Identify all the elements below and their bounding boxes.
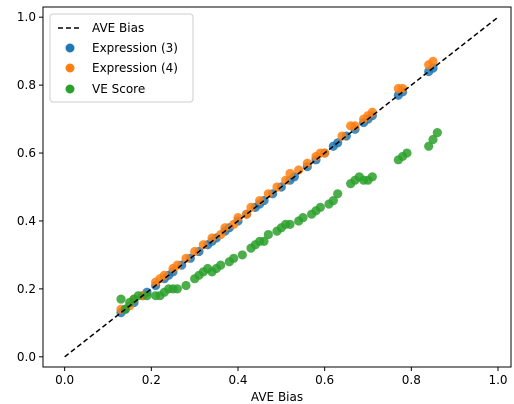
point-expression-4 — [285, 168, 295, 179]
legend-marker-expression-4 — [65, 63, 75, 73]
point-expression-4 — [233, 212, 243, 223]
point-ve-score — [424, 141, 434, 151]
point-ve-score — [328, 195, 338, 206]
y-tick-label: 0.8 — [17, 78, 36, 92]
point-ve-score — [333, 189, 343, 199]
point-ve-score — [216, 260, 226, 270]
point-ve-score — [263, 229, 273, 240]
x-tick-label: 0.2 — [142, 373, 161, 387]
point-ve-score — [237, 250, 247, 260]
y-tick-label: 1.0 — [17, 10, 36, 24]
point-expression-4 — [263, 189, 273, 199]
point-ve-score — [116, 294, 126, 304]
point-ve-score — [259, 236, 269, 246]
point-ve-score — [229, 253, 239, 263]
legend-marker-ve-score — [65, 84, 75, 94]
point-expression-4 — [246, 202, 256, 212]
point-ve-score — [298, 212, 308, 223]
x-tick-label: 0.4 — [228, 373, 247, 387]
point-ve-score — [428, 134, 438, 145]
point-expression-4 — [190, 246, 200, 257]
x-tick-label: 1.0 — [488, 373, 507, 387]
x-tick-label: 0.6 — [315, 373, 334, 387]
legend-label-expression-4: Expression (4) — [92, 61, 178, 75]
y-tick-label: 0.4 — [17, 214, 36, 228]
reference-line-ave-bias — [64, 16, 499, 358]
y-tick-label: 0.2 — [17, 282, 36, 296]
plot-frame — [42, 6, 512, 368]
point-ve-score — [402, 148, 412, 158]
legend-label-expression-3: Expression (3) — [92, 41, 178, 55]
point-expression-4 — [428, 56, 438, 66]
point-ve-score — [142, 291, 152, 301]
point-ve-score — [285, 219, 295, 229]
point-expression-4 — [207, 233, 217, 243]
point-ve-score — [172, 284, 182, 294]
legend: AVE Bias Expression (3) Expression (4) V… — [49, 13, 194, 103]
point-ve-score — [181, 280, 191, 291]
y-tick-label: 0.0 — [17, 350, 36, 364]
y-tick-label: 0.6 — [17, 146, 36, 160]
x-tick-label: 0.0 — [55, 373, 74, 387]
legend-label-ve-score: VE Score — [92, 82, 145, 96]
x-tick-label: 0.8 — [402, 373, 421, 387]
legend-marker-expression-3 — [65, 43, 75, 53]
ticks-layer: 0.0 0.2 0.4 0.6 0.8 1.0 0.0 0.2 0.4 0.6 0.8 1.0 — [17, 10, 508, 387]
reference-line-layer — [64, 16, 499, 358]
point-ve-score — [432, 128, 442, 138]
point-expression-4 — [220, 223, 230, 233]
x-axis-label: AVE Bias — [251, 390, 303, 404]
legend-label-ave-bias: AVE Bias — [92, 21, 144, 35]
legend-box — [49, 13, 194, 103]
point-expression-4 — [398, 83, 408, 94]
point-expression-4 — [302, 158, 312, 168]
point-ve-score — [315, 202, 325, 212]
point-ve-score — [367, 172, 377, 182]
